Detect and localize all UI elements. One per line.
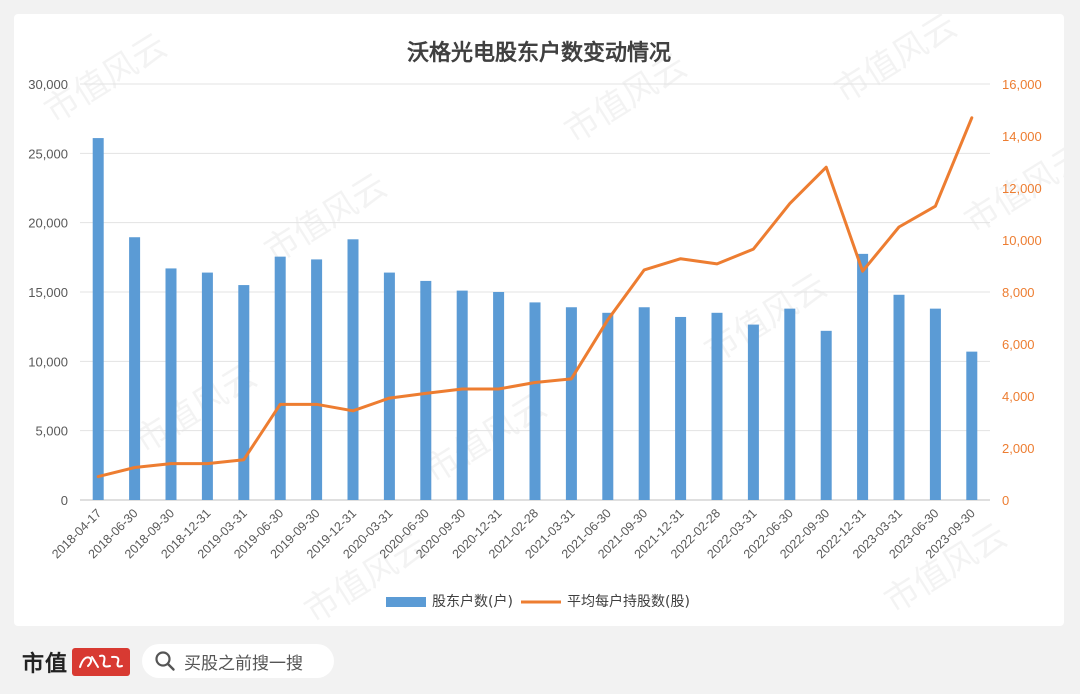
y-left-tick-label: 5,000: [35, 424, 68, 439]
footer-bar: 市值 买股之前搜一搜: [0, 626, 1080, 694]
bar: [456, 290, 468, 500]
watermark-text: 市值风云: [828, 14, 965, 112]
bar: [784, 308, 796, 500]
bar: [711, 312, 723, 500]
brand-logo: 市值: [22, 646, 131, 678]
y-right-tick-label: 6,000: [1002, 337, 1035, 352]
brand-seal-logo: [72, 648, 131, 676]
bar: [565, 307, 577, 500]
chart-title: 沃格光电股东户数变动情况: [407, 40, 671, 66]
y-axis-left: 0 5,000 10,000 15,000 20,000 25,000 30,000: [28, 77, 68, 508]
bar: [893, 294, 905, 500]
y-left-tick-label: 10,000: [28, 354, 68, 369]
y-left-tick-label: 20,000: [28, 216, 68, 231]
brand-name: 市值: [22, 651, 69, 677]
chart-card: 市值风云市值风云市值风云市值风云市值风云市值风云市值风云市值风云市值风云市值风云…: [14, 14, 1064, 626]
watermark-text: 市值风云: [258, 166, 395, 272]
search-box[interactable]: 买股之前搜一搜: [142, 644, 334, 678]
y-axis-right: 0 2,000 4,000 6,000 8,000 10,000 12,000 14,000 1…: [1002, 77, 1042, 508]
y-left-tick-label: 30,000: [28, 77, 68, 92]
bar: [165, 268, 177, 500]
y-left-tick-label: 0: [61, 493, 68, 508]
bar-series: [92, 138, 978, 500]
bar: [347, 239, 359, 500]
bar: [929, 308, 941, 500]
y-right-tick-label: 12,000: [1002, 181, 1042, 196]
legend-label-line: 平均每户持股数(股): [567, 593, 690, 610]
bar: [201, 272, 213, 500]
seal-script-icon: [79, 654, 124, 668]
bar: [493, 292, 505, 500]
legend-swatch-bar: [386, 597, 426, 607]
legend-label-bar: 股东户数(户): [432, 593, 513, 610]
y-right-tick-label: 4,000: [1002, 389, 1035, 404]
bar: [857, 253, 869, 500]
bar: [274, 256, 286, 500]
bar: [383, 272, 395, 500]
line-series: [96, 116, 974, 479]
y-right-tick-label: 8,000: [1002, 285, 1035, 300]
y-right-tick-label: 10,000: [1002, 233, 1042, 248]
bar: [820, 330, 832, 500]
search-placeholder: 买股之前搜一搜: [184, 653, 303, 674]
y-right-tick-label: 14,000: [1002, 129, 1042, 144]
y-right-tick-label: 0: [1002, 493, 1009, 508]
bar: [129, 237, 141, 500]
y-right-tick-label: 16,000: [1002, 77, 1042, 92]
legend: 股东户数(户) 平均每户持股数(股): [386, 593, 690, 610]
y-right-tick-label: 2,000: [1002, 441, 1035, 456]
bar: [311, 259, 323, 500]
y-left-tick-label: 25,000: [28, 146, 68, 161]
bar: [529, 302, 541, 500]
bar: [420, 280, 432, 500]
bar: [675, 316, 687, 500]
bar: [92, 138, 104, 500]
bar: [638, 307, 650, 500]
search-icon: [155, 651, 175, 671]
bar: [747, 324, 759, 500]
x-axis: 2018-04-172018-06-302018-09-302018-12-31…: [49, 506, 978, 561]
bar: [238, 285, 250, 500]
y-left-tick-label: 15,000: [28, 285, 68, 300]
bar: [602, 312, 614, 500]
bar: [966, 351, 978, 500]
chart: 市值风云市值风云市值风云市值风云市值风云市值风云市值风云市值风云市值风云市值风云…: [28, 14, 1064, 626]
